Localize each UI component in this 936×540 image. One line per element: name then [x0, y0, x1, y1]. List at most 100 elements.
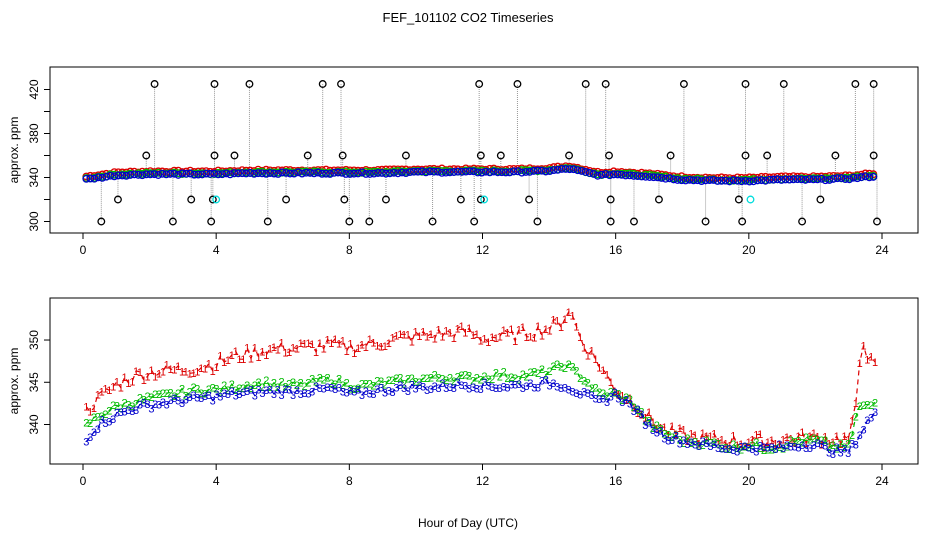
series-3-marker: 3 [818, 439, 824, 451]
series-1-marker: 1 [267, 343, 273, 355]
series-3-point [853, 174, 862, 183]
series-1-point [785, 172, 794, 181]
series-3-point [673, 175, 682, 184]
series-3-point [597, 170, 606, 179]
series-3-marker: 3 [443, 383, 449, 395]
series-3-marker: 3 [765, 443, 771, 455]
series-3-marker: 3 [677, 438, 683, 450]
series-1-marker: 1 [118, 383, 124, 395]
series-3-point [162, 170, 171, 179]
flag-point [150, 80, 159, 88]
series-2-marker: 2 [485, 374, 491, 386]
series-1-marker: 1 [501, 325, 507, 337]
series-3-point [258, 169, 267, 178]
series-2-marker: 2 [761, 445, 767, 457]
series-2-marker: 2 [784, 441, 790, 453]
series-3-marker: 3 [635, 404, 641, 416]
series-2-marker: 2 [118, 403, 124, 415]
series-2-marker: 2 [206, 384, 212, 396]
series-1-marker: 1 [784, 432, 790, 444]
series-1-marker: 1 [248, 354, 254, 366]
series-2-marker: 2 [217, 386, 223, 398]
series-3-point [569, 165, 578, 174]
series-3-marker: 3 [615, 393, 621, 405]
series-3-marker: 3 [256, 385, 262, 397]
flag-point [282, 195, 291, 204]
series-1-marker: 1 [631, 403, 637, 415]
series-3-point [533, 166, 542, 175]
series-3-marker: 3 [328, 383, 334, 395]
series-3-marker: 3 [826, 447, 832, 459]
series-1-marker: 1 [738, 439, 744, 451]
flag-point [496, 151, 505, 160]
series-1-marker: 1 [780, 435, 786, 447]
series-3-marker: 3 [279, 390, 285, 402]
series-3-point [110, 172, 119, 181]
series-2-marker: 2 [382, 379, 388, 391]
series-3-point [701, 176, 710, 185]
series-3-point [270, 169, 279, 178]
series-3-point [509, 167, 518, 176]
series-3-point [625, 171, 634, 180]
series-2-marker: 2 [497, 371, 503, 383]
series-3-point [577, 166, 586, 175]
series-3-point [190, 170, 199, 179]
series-3-point [697, 177, 706, 185]
series-3-marker: 3 [738, 442, 744, 454]
series-1-marker: 1 [860, 340, 866, 352]
series-3-point [757, 176, 766, 185]
series-3-marker: 3 [321, 383, 327, 395]
series-3-marker: 3 [301, 388, 307, 400]
series-2-marker: 2 [236, 383, 242, 395]
series-2-marker: 2 [416, 377, 422, 389]
series-1-marker: 1 [543, 324, 549, 336]
series-1-marker: 1 [707, 431, 713, 443]
series-1-marker: 1 [485, 337, 491, 349]
y-tick-label: 380 [27, 123, 41, 143]
series-3-point [354, 169, 362, 178]
series-3-point [362, 169, 370, 178]
series-2-marker: 2 [723, 442, 729, 454]
series-3-marker: 3 [585, 388, 591, 400]
series-2-marker: 2 [837, 438, 843, 450]
series-1-marker: 1 [390, 332, 396, 344]
series-3-marker: 3 [290, 390, 296, 402]
series-3-point [649, 173, 658, 182]
series-1-marker: 1 [807, 431, 813, 443]
series-3-marker: 3 [194, 392, 200, 404]
series-1-marker: 1 [405, 330, 411, 342]
x-tick-label: 4 [213, 474, 220, 488]
series-1-marker: 1 [458, 321, 464, 333]
series-3-marker: 3 [757, 441, 763, 453]
series-3-marker: 3 [527, 378, 533, 390]
series-3-point [202, 169, 211, 178]
series-1-marker: 1 [665, 430, 671, 442]
series-2-marker: 2 [508, 372, 514, 384]
series-1-marker: 1 [723, 439, 729, 451]
series-3-marker: 3 [252, 391, 258, 403]
x-tick-label: 20 [742, 243, 756, 257]
series-3-marker: 3 [849, 438, 855, 450]
series-2-marker: 2 [122, 397, 128, 409]
series-3-marker: 3 [554, 381, 560, 393]
series-2-marker: 2 [845, 439, 851, 451]
series-1-marker: 1 [244, 342, 250, 354]
series-3-marker: 3 [547, 381, 553, 393]
series-3-point [789, 175, 798, 184]
series-1-marker: 1 [730, 430, 736, 442]
series-3-point [525, 167, 534, 176]
series-1-marker: 1 [99, 386, 105, 398]
series-2-marker: 2 [834, 444, 840, 456]
series-2-marker: 2 [229, 379, 235, 391]
series-3-point [158, 169, 167, 178]
series-1-marker: 1 [688, 429, 694, 441]
series-3-marker: 3 [355, 384, 361, 396]
series-2-marker: 2 [275, 382, 281, 394]
series-3-marker: 3 [229, 386, 235, 398]
series-2-marker: 2 [259, 382, 265, 394]
series-2-marker: 2 [757, 443, 763, 455]
series-3-marker: 3 [692, 440, 698, 452]
series-3-point [114, 171, 123, 180]
series-3-marker: 3 [780, 443, 786, 455]
